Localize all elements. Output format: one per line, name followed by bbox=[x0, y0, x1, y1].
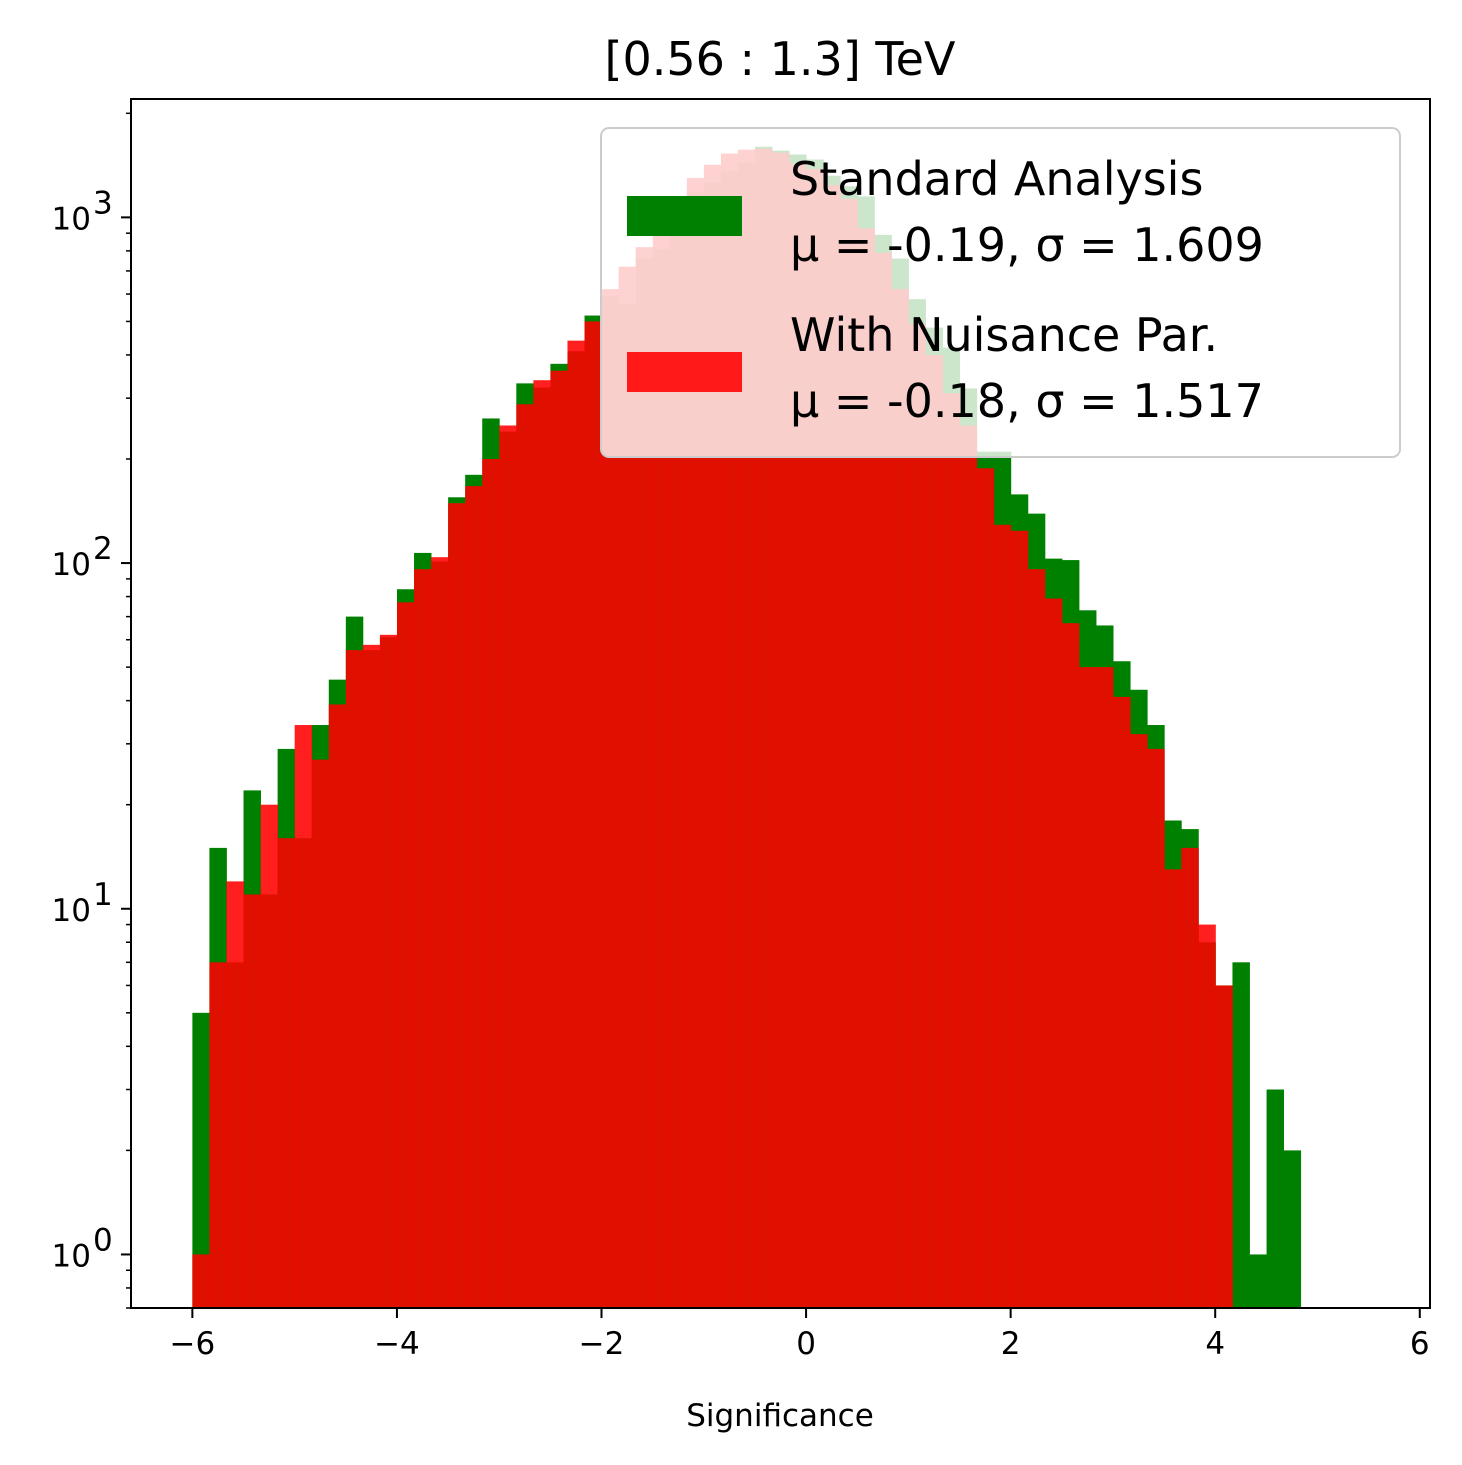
x-tick-label: −4 bbox=[374, 1326, 420, 1362]
legend-label: Standard Analysis bbox=[790, 152, 1203, 206]
y-tick-exponent: 1 bbox=[93, 877, 113, 913]
bar bbox=[243, 894, 261, 1308]
bar bbox=[652, 217, 671, 1308]
chart-title: [0.56 : 1.3] TeV bbox=[605, 32, 956, 86]
bar bbox=[891, 289, 909, 1308]
bar bbox=[686, 177, 705, 1309]
x-tick-label: 2 bbox=[1001, 1326, 1021, 1362]
x-tick-label: 4 bbox=[1205, 1326, 1225, 1362]
bar bbox=[925, 354, 943, 1308]
bar bbox=[1130, 734, 1148, 1308]
x-tick-label: 0 bbox=[796, 1326, 816, 1362]
bar bbox=[226, 881, 244, 1308]
bar bbox=[277, 838, 296, 1308]
legend-box bbox=[600, 127, 1401, 458]
bar bbox=[1215, 985, 1233, 1308]
legend-swatch bbox=[627, 196, 742, 236]
bar bbox=[1249, 1254, 1267, 1308]
y-tick-exponent: 0 bbox=[93, 1222, 113, 1258]
x-tick-label: −2 bbox=[579, 1326, 625, 1362]
bar bbox=[1010, 530, 1029, 1308]
bar bbox=[1266, 1089, 1285, 1308]
bar bbox=[874, 252, 892, 1308]
bar bbox=[1147, 748, 1165, 1308]
bar bbox=[601, 289, 620, 1308]
bar bbox=[396, 602, 415, 1308]
bar bbox=[1061, 623, 1080, 1308]
bar bbox=[976, 468, 995, 1308]
bar bbox=[1198, 924, 1216, 1308]
bar bbox=[1079, 667, 1097, 1308]
bar bbox=[516, 404, 534, 1308]
bar bbox=[414, 569, 432, 1308]
bar bbox=[328, 704, 347, 1308]
bar bbox=[857, 228, 875, 1308]
bar bbox=[823, 185, 841, 1309]
bar bbox=[431, 557, 449, 1308]
bar bbox=[192, 1254, 210, 1308]
legend-label: With Nuisance Par. bbox=[790, 308, 1218, 362]
bar bbox=[942, 393, 961, 1309]
bar bbox=[1232, 962, 1250, 1308]
bar bbox=[294, 725, 313, 1308]
bar bbox=[1096, 667, 1114, 1308]
y-tick-exponent: 2 bbox=[93, 531, 113, 567]
y-tick-label: 10 bbox=[52, 547, 91, 583]
plot-frame bbox=[130, 98, 1431, 1309]
bar bbox=[567, 340, 585, 1308]
legend-stats: μ = -0.19, σ = 1.609 bbox=[790, 218, 1264, 272]
bar bbox=[345, 650, 364, 1308]
bar bbox=[959, 425, 978, 1308]
bar bbox=[908, 324, 926, 1309]
legend-swatch bbox=[627, 352, 742, 392]
bar bbox=[448, 503, 466, 1308]
bar bbox=[618, 266, 637, 1309]
bar bbox=[260, 804, 279, 1308]
y-tick-label: 10 bbox=[52, 893, 91, 929]
bar bbox=[635, 247, 654, 1308]
bar bbox=[1164, 869, 1182, 1308]
y-tick-exponent: 3 bbox=[93, 185, 113, 221]
bar bbox=[209, 962, 227, 1308]
bar bbox=[379, 634, 398, 1308]
y-tick-label: 10 bbox=[52, 201, 91, 237]
bar bbox=[669, 196, 688, 1308]
bar bbox=[482, 459, 500, 1308]
y-tick-label: 10 bbox=[52, 1238, 91, 1274]
legend-stats: μ = -0.18, σ = 1.517 bbox=[790, 374, 1264, 428]
bar bbox=[311, 759, 330, 1308]
x-tick-label: 6 bbox=[1410, 1326, 1430, 1362]
bar bbox=[465, 486, 483, 1308]
bar bbox=[1283, 1150, 1302, 1308]
x-axis-label: Significance bbox=[686, 1398, 874, 1434]
bar bbox=[1113, 696, 1131, 1308]
histogram-bars bbox=[192, 146, 1302, 1309]
bar bbox=[499, 425, 517, 1308]
series-2-bars bbox=[192, 148, 1233, 1309]
x-tick-label: −6 bbox=[170, 1326, 216, 1362]
bar bbox=[533, 380, 551, 1309]
bar bbox=[840, 199, 858, 1308]
bar bbox=[1044, 598, 1063, 1308]
bar bbox=[993, 524, 1012, 1308]
bar bbox=[1181, 847, 1199, 1308]
bar bbox=[192, 1012, 210, 1308]
legend: Standard Analysis μ = -0.19, σ = 1.609 Wi… bbox=[600, 127, 1401, 458]
bar bbox=[584, 321, 602, 1308]
bar bbox=[362, 644, 381, 1308]
bar bbox=[1027, 569, 1046, 1308]
bar bbox=[550, 370, 568, 1308]
